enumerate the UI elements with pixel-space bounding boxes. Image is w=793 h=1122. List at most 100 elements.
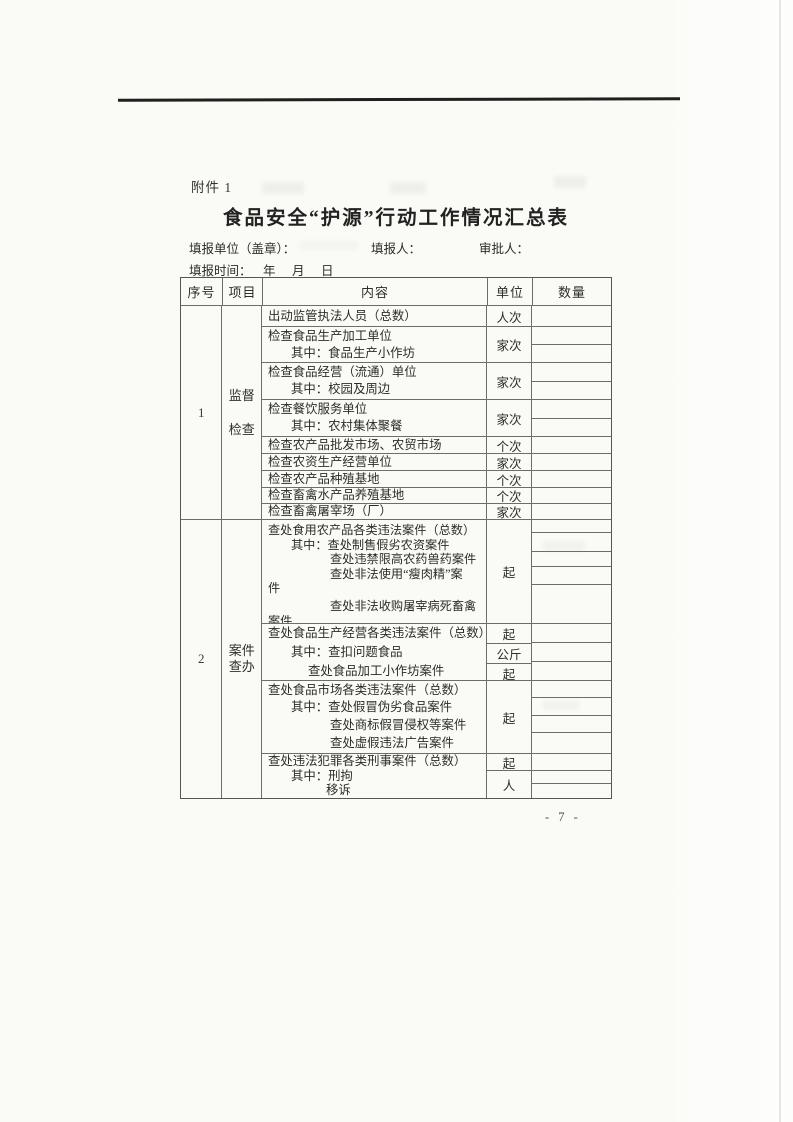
unit-cell: 家次	[487, 400, 532, 436]
table-row: 检查农产品批发市场、农贸市场 个次	[262, 436, 611, 454]
table-row: 检查食品经营（流通）单位 其中：校园及周边 家次	[262, 362, 611, 399]
reporting-time-label: 填报时间：	[189, 264, 252, 278]
content-line: 检查农产品种殖基地	[268, 471, 380, 486]
table-row: 查处食品市场各类违法案件（总数） 其中：查处假冒伪劣食品案件 查处商标假冒侵权等…	[262, 680, 611, 753]
unit-cell: 家次	[487, 363, 532, 399]
quantity-cell	[532, 662, 611, 680]
project-line: 查办	[228, 659, 255, 674]
page-number: - 7 -	[545, 810, 581, 824]
quantity-cell	[532, 504, 611, 519]
quantity-cell	[532, 306, 611, 326]
quantity-cell	[532, 345, 611, 362]
content-line: 查处食用农产品各类违法案件（总数）	[268, 523, 476, 537]
section-blocks: 出动监管执法人员（总数） 人次 检查食品生产加工单位 其中：食品生产小作坊 家次…	[262, 306, 611, 520]
content-line: 检查食品经营（流通）单位	[268, 365, 417, 379]
unit-cell: 个次	[487, 471, 532, 488]
table-row: 查处食品生产经营各类违法案件（总数） 其中：查扣问题食品 查处食品加工小作坊案件…	[262, 623, 611, 682]
quantity-cell	[532, 520, 611, 533]
project-line: 案件	[228, 643, 255, 658]
table-row: 查处食用农产品各类违法案件（总数） 其中：查处制售假劣农资案件 查处违禁限高农药…	[262, 520, 611, 623]
section-serial: 2	[181, 520, 223, 798]
content-line: 检查食品生产加工单位	[268, 328, 392, 343]
date-placeholder: 年 月 日	[263, 264, 336, 278]
content-line: 查处违禁限高农药兽药案件	[330, 552, 477, 567]
quantity-cell	[532, 681, 611, 698]
approver-label: 审批人：	[479, 242, 530, 256]
scan-artifact	[390, 182, 426, 194]
header-serial: 序号	[181, 278, 223, 305]
page-title: 食品安全“护源”行动工作情况汇总表	[222, 208, 569, 229]
content-line: 其中：查处制售假劣农资案件	[291, 537, 450, 552]
quantity-cell	[532, 552, 611, 567]
quantity-cell	[532, 454, 611, 470]
table-row: 检查餐饮服务单位 其中：农村集体聚餐 家次	[262, 399, 611, 436]
scan-edge-artifact	[779, 0, 781, 1122]
section-project: 案件 查办	[222, 520, 262, 798]
filler-label: 填报人：	[371, 242, 422, 256]
quantity-cell	[532, 784, 611, 798]
content-line: 查处非法使用“瘦肉精”案	[330, 566, 463, 581]
quantity-cell	[532, 437, 611, 453]
quantity-cell	[532, 363, 611, 382]
table-row: 检查食品生产加工单位 其中：食品生产小作坊 家次	[262, 326, 611, 362]
section-project: 监督 检查	[222, 306, 262, 519]
unit-cell: 起	[487, 754, 531, 771]
quantity-cell	[532, 624, 611, 643]
header-project: 项目	[223, 278, 263, 305]
content-line: 查处食品加工小作坊案件	[308, 663, 445, 678]
section-supervision-inspection: 1 监督 检查 出动监管执法人员（总数） 人次 检查食品生产加工单位 其中：食品…	[181, 306, 611, 520]
unit-cell: 家次	[487, 504, 532, 520]
summary-table: 序号 项目 内容 单位 数量 1 监督 检查 出动监管执法人员（总数） 人次	[180, 277, 612, 799]
quantity-cell	[532, 716, 611, 733]
quantity-cell	[532, 471, 611, 487]
table-row: 检查农资生产经营单位 家次	[262, 453, 611, 471]
content-line: 查处商标假冒侵权等案件	[330, 718, 467, 732]
table-row: 检查农产品种殖基地 个次	[262, 470, 611, 488]
header-quantity: 数量	[557, 285, 586, 300]
quantity-cell	[532, 382, 611, 400]
content-line: 其中：刑拘	[291, 768, 353, 783]
table-row: 查处违法犯罪各类刑事案件（总数） 其中：刑拘 移诉 起 人	[262, 753, 611, 798]
scan-artifact	[543, 541, 585, 551]
header-unit: 单位	[488, 278, 533, 305]
unit-cell: 人次	[487, 306, 532, 326]
content-line: 查处虚假违法广告案件	[330, 735, 454, 750]
content-line: 其中：食品生产小作坊	[291, 345, 415, 360]
quantity-cell	[532, 567, 611, 585]
scan-artifact	[554, 176, 586, 188]
content-line: 检查畜禽水产品养殖基地	[268, 488, 405, 502]
quantity-cell	[532, 419, 611, 437]
table-row: 检查畜禽水产品养殖基地 个次	[262, 487, 611, 504]
section-blocks: 查处食用农产品各类违法案件（总数） 其中：查处制售假劣农资案件 查处违禁限高农药…	[262, 520, 611, 798]
table-row: 检查畜禽屠宰场（厂） 家次	[262, 503, 611, 520]
scan-artifact	[543, 700, 579, 710]
unit-cell: 家次	[487, 327, 532, 362]
content-line: 其中：农村集体聚餐	[291, 419, 403, 433]
unit-cell: 个次	[487, 488, 532, 504]
scan-artifact	[262, 182, 304, 194]
quantity-cell	[532, 533, 611, 552]
quantity-cell	[532, 698, 611, 716]
unit-cell: 个次	[487, 437, 532, 454]
section-serial: 1	[181, 306, 223, 519]
unit-cell: 起	[487, 681, 532, 753]
content-line: 件	[268, 581, 281, 596]
quantity-cell	[532, 754, 611, 771]
content-line: 查处食品生产经营各类违法案件（总数）	[268, 625, 487, 640]
content-line: 出动监管执法人员（总数）	[268, 308, 417, 323]
content-line: 检查农资生产经营单位	[268, 454, 392, 469]
content-line: 移诉	[326, 783, 351, 798]
unit-cell: 起	[502, 668, 516, 682]
scan-top-rule	[117, 97, 681, 102]
content-line: 检查畜禽屠宰场（厂）	[268, 504, 392, 518]
quantity-cell	[532, 400, 611, 419]
quantity-cell	[532, 733, 611, 753]
table-header-row: 序号 项目 内容 单位 数量	[181, 278, 611, 306]
attachment-label: 附件 1	[191, 180, 233, 195]
table-row: 出动监管执法人员（总数） 人次	[262, 306, 611, 326]
content-line: 其中：校园及周边	[291, 382, 391, 396]
quantity-cell	[532, 327, 611, 345]
scan-artifact	[300, 241, 358, 250]
unit-cell: 起	[487, 624, 531, 644]
